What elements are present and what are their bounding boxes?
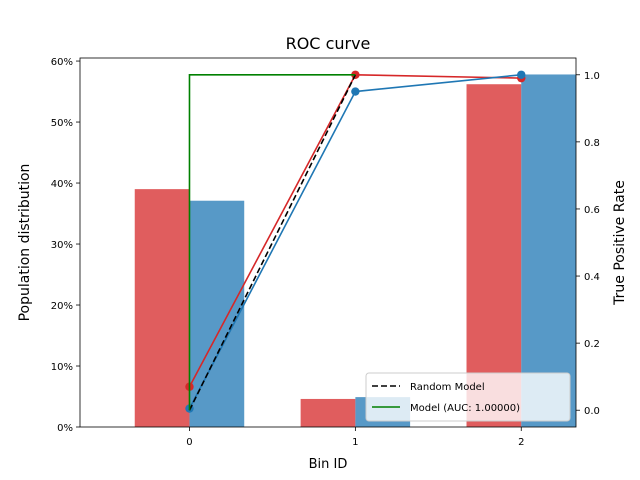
bar-series1-cat0 xyxy=(189,200,245,427)
bar-series0-cat0 xyxy=(134,189,190,427)
left-axis-title: Population distribution xyxy=(17,164,33,322)
right-tick-label: 0.2 xyxy=(584,339,600,350)
x-tick-label: 0 xyxy=(186,437,192,448)
right-tick-label: 0.0 xyxy=(584,406,600,417)
left-axis: 0% 10% 20% 30% 40% 50% 60% xyxy=(51,57,80,434)
left-tick-label: 50% xyxy=(51,118,73,129)
left-tick-label: 40% xyxy=(51,179,73,190)
line-series-2 xyxy=(188,74,357,411)
line-series-3 xyxy=(188,73,356,411)
line-marker-s1-p1 xyxy=(351,87,360,96)
left-tick-label: 30% xyxy=(51,240,73,251)
right-tick-label: 1.0 xyxy=(584,71,600,82)
x-axis: 0 1 2 xyxy=(186,427,524,448)
legend-label-0: Random Model xyxy=(410,382,485,393)
bars-layer xyxy=(134,74,576,428)
left-tick-label: 20% xyxy=(51,301,73,312)
legend-box xyxy=(365,372,571,422)
right-tick-label: 0.4 xyxy=(584,272,600,283)
left-tick-label: 60% xyxy=(51,57,73,68)
plot-frame xyxy=(79,57,577,428)
legend: Random Model Model (AUC: 1.00000) xyxy=(365,372,571,422)
chart-title: ROC curve xyxy=(286,34,371,53)
left-tick-label: 10% xyxy=(51,362,73,373)
lines-layer xyxy=(185,70,526,413)
right-axis-title: True Positive Rate xyxy=(612,180,628,306)
legend-label-1: Model (AUC: 1.00000) xyxy=(410,403,520,414)
left-tick-label: 0% xyxy=(57,423,73,434)
x-tick-label: 2 xyxy=(518,437,524,448)
line-marker-s1-p2 xyxy=(517,70,526,79)
bar-series0-cat1 xyxy=(300,398,356,427)
right-tick-label: 0.8 xyxy=(584,138,600,149)
x-tick-label: 1 xyxy=(352,437,358,448)
bar-series1-cat2 xyxy=(521,74,576,427)
right-axis: 0.0 0.2 0.4 0.6 0.8 1.0 xyxy=(576,71,600,417)
x-axis-title: Bin ID xyxy=(309,457,348,472)
bar-series0-cat2 xyxy=(466,84,522,428)
right-tick-label: 0.6 xyxy=(584,205,600,216)
